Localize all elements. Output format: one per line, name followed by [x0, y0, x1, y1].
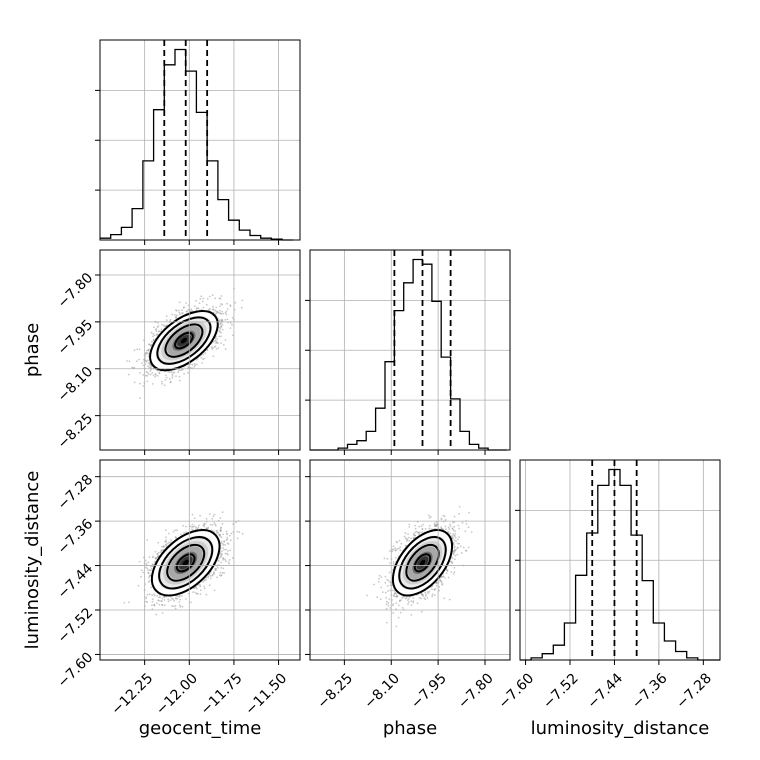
y-tick-label-phase-2: −7.95: [55, 317, 97, 359]
contour-geocent_time-phase-1: [156, 316, 212, 365]
x-tick-label-geocent_time-1: −12.00: [153, 670, 201, 718]
y-tick-label-phase-0: −8.25: [55, 411, 97, 453]
x-tick-label-luminosity_distance-2: −7.44: [585, 670, 627, 712]
x-tick-label-geocent_time-2: −11.75: [198, 670, 246, 718]
x-tick-label-luminosity_distance-3: −7.36: [629, 670, 671, 712]
x-tick-label-luminosity_distance-1: −7.52: [540, 670, 582, 712]
y-tick-label-phase-1: −8.10: [55, 364, 97, 406]
x-axis-label-geocent_time: geocent_time: [139, 718, 262, 739]
y-tick-label-luminosity_distance-4: −7.28: [55, 472, 97, 514]
y-axis-label-phase: phase: [22, 323, 43, 377]
contour-geocent_time-phase-2: [164, 323, 204, 358]
panel-frame: [519, 459, 721, 661]
x-tick-label-phase-1: −8.10: [361, 670, 403, 712]
density-panel-geocent_time-luminosity_distance: [123, 511, 244, 616]
contour-phase-luminosity_distance-2: [405, 543, 440, 582]
x-axis-label-luminosity_distance: luminosity_distance: [531, 718, 710, 739]
x-tick-label-geocent_time-0: −12.25: [108, 670, 156, 718]
x-tick-label-phase-2: −7.95: [408, 670, 450, 712]
panel-frame: [99, 39, 301, 241]
y-tick-label-luminosity_distance-0: −7.60: [55, 649, 97, 691]
x-tick-label-geocent_time-3: −11.50: [242, 670, 290, 718]
y-axis-label-luminosity_distance: luminosity_distance: [22, 471, 43, 650]
x-tick-label-phase-0: −8.25: [314, 670, 356, 712]
contour-geocent_time-luminosity_distance-0: [150, 529, 221, 597]
contour-geocent_time-phase-3: [174, 331, 194, 350]
histogram-luminosity_distance: [520, 468, 720, 661]
y-tick-label-phase-3: −7.80: [55, 270, 97, 312]
panel-frame: [99, 459, 301, 661]
x-tick-label-luminosity_distance-0: −7.60: [496, 670, 538, 712]
x-axis-label-phase: phase: [383, 718, 437, 739]
x-tick-label-luminosity_distance-4: −7.28: [673, 670, 715, 712]
panel-frame: [309, 459, 511, 661]
contour-phase-luminosity_distance-0: [391, 529, 454, 597]
contour-phase-luminosity_distance-3: [413, 553, 432, 573]
contour-geocent_time-luminosity_distance-1: [158, 536, 214, 590]
density-panel-geocent_time-phase: [126, 287, 244, 399]
y-tick-label-luminosity_distance-3: −7.36: [55, 516, 97, 558]
contour-geocent_time-phase-0: [149, 310, 219, 372]
histogram-phase: [310, 258, 507, 451]
x-tick-label-phase-3: −7.80: [455, 670, 497, 712]
panel-frame: [99, 249, 301, 451]
contour-phase-luminosity_distance-1: [398, 536, 447, 590]
y-tick-label-luminosity_distance-1: −7.52: [55, 605, 97, 647]
contour-geocent_time-luminosity_distance-2: [166, 543, 206, 582]
y-tick-label-luminosity_distance-2: −7.44: [55, 560, 97, 602]
histogram-geocent_time: [100, 48, 293, 241]
contour-geocent_time-luminosity_distance-3: [175, 553, 196, 573]
panel-frame: [309, 249, 511, 451]
density-panel-phase-luminosity_distance: [366, 505, 473, 628]
